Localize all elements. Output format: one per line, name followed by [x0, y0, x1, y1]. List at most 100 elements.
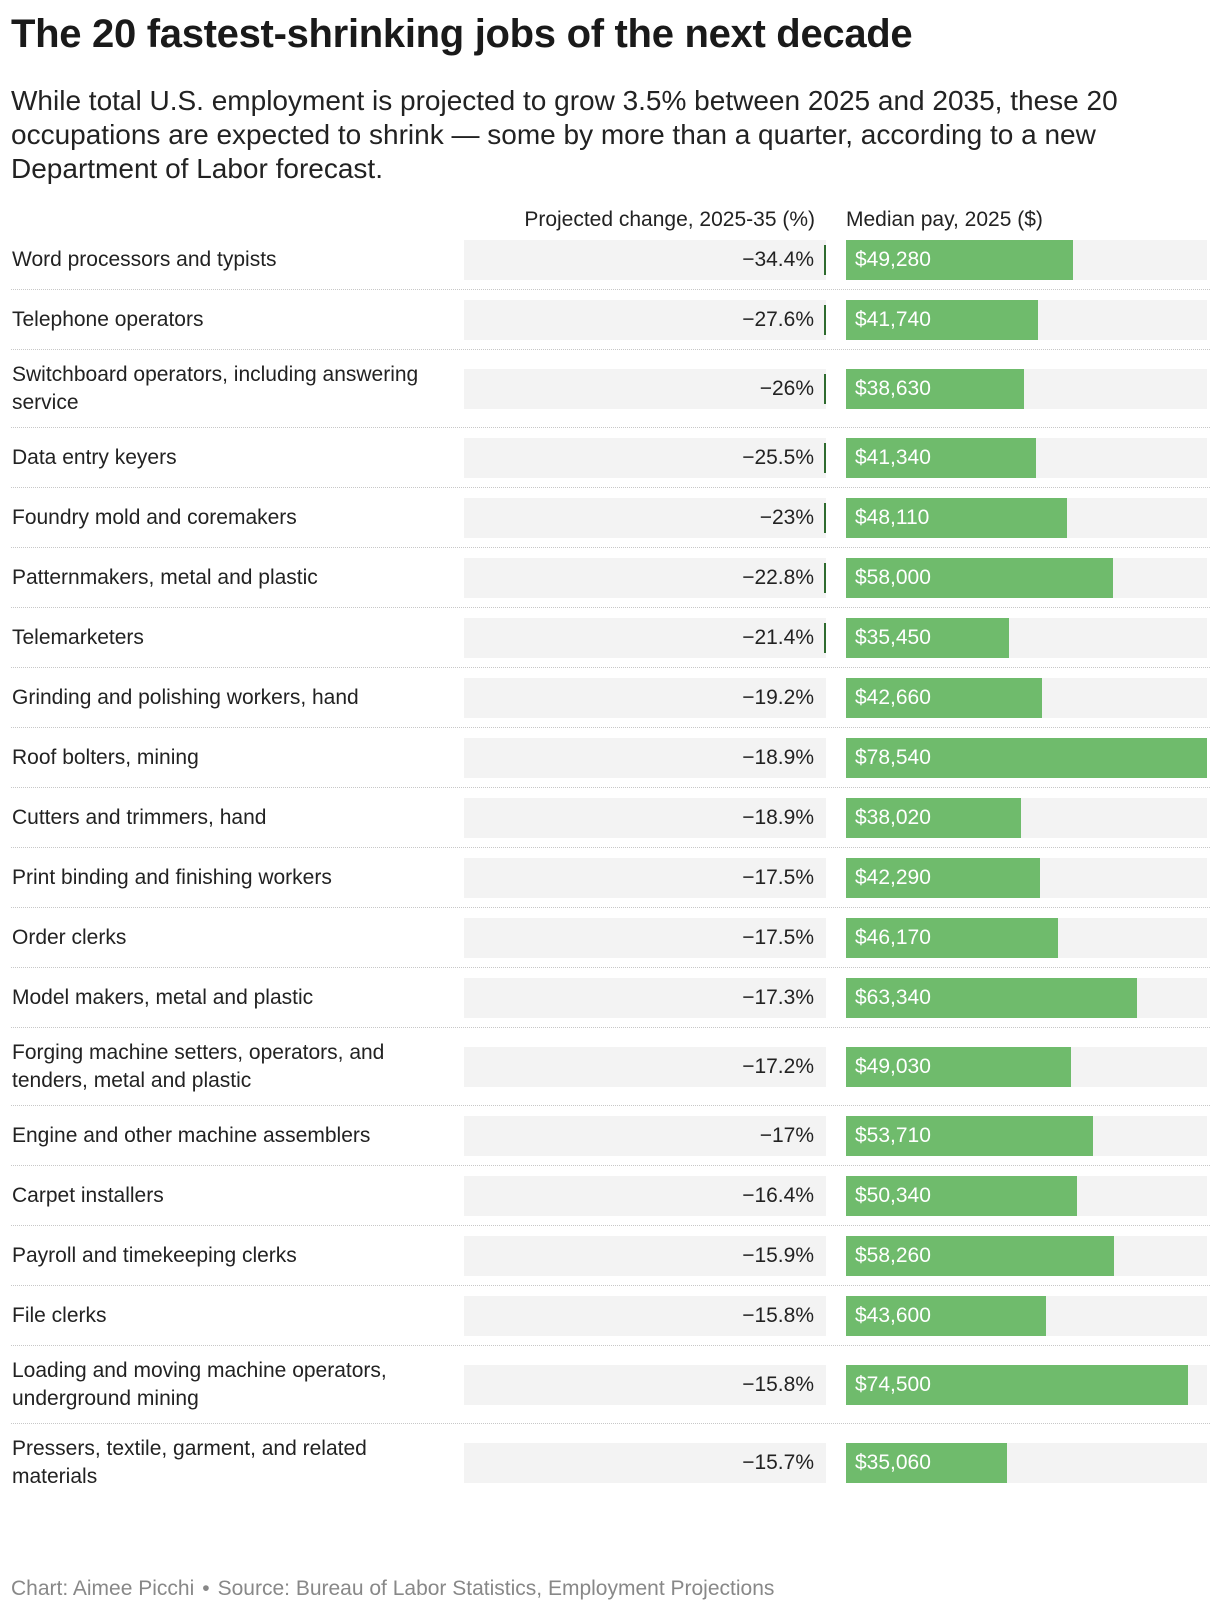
- pay-value: $46,170: [855, 926, 931, 949]
- pay-bar-track: $78,540: [846, 738, 1207, 778]
- pay-bar-track: $35,060: [846, 1443, 1207, 1483]
- occupation-label: Word processors and typists: [12, 248, 277, 271]
- pay-value: $53,710: [855, 1124, 931, 1147]
- table-row: Order clerks −17.5% $46,170: [0, 908, 1220, 968]
- change-cell: −17.5%: [464, 918, 826, 958]
- occupation-label: Foundry mold and coremakers: [12, 506, 297, 529]
- occupation-label: Patternmakers, metal and plastic: [12, 566, 318, 589]
- table-row: Patternmakers, metal and plastic −22.8% $5…: [0, 548, 1220, 608]
- pay-value: $43,600: [855, 1304, 931, 1327]
- row-divider: [11, 487, 1210, 488]
- row-divider: [11, 607, 1210, 608]
- pay-bar-track: $63,340: [846, 978, 1207, 1018]
- pay-bar-track: $58,000: [846, 558, 1207, 598]
- change-value: −26%: [759, 377, 814, 400]
- pay-value: $41,740: [855, 308, 931, 331]
- pay-bar: [846, 798, 1021, 838]
- row-divider: [11, 349, 1210, 350]
- pay-value: $74,500: [855, 1373, 931, 1396]
- table-row: Model makers, metal and plastic −17.3% $63…: [0, 968, 1220, 1028]
- change-tick-mark: [824, 503, 826, 533]
- column-header-change: Projected change, 2025-35 (%): [524, 208, 815, 231]
- table-row: Forging machine setters, operators, and …: [0, 1028, 1220, 1106]
- change-value: −25.5%: [742, 446, 814, 469]
- occupation-label: File clerks: [12, 1304, 107, 1327]
- change-value: −23%: [759, 506, 814, 529]
- occupation-label: Model makers, metal and plastic: [12, 986, 314, 1009]
- pay-bar: [846, 1047, 1071, 1087]
- pay-bar: [846, 1365, 1188, 1405]
- pay-bar: [846, 918, 1058, 958]
- pay-bar-track: $41,740: [846, 300, 1207, 340]
- footer-separator: •: [202, 1577, 210, 1600]
- pay-bar: [846, 738, 1207, 778]
- change-cell: −23%: [464, 498, 826, 538]
- pay-bar-track: $53,710: [846, 1116, 1207, 1156]
- row-divider: [11, 967, 1210, 968]
- change-value: −17.3%: [742, 986, 814, 1009]
- table-row: Engine and other machine assemblers −17% $…: [0, 1106, 1220, 1166]
- table-row: Cutters and trimmers, hand −18.9% $38,020: [0, 788, 1220, 848]
- occupation-label: Telephone operators: [12, 308, 204, 331]
- change-cell: −15.9%: [464, 1236, 826, 1276]
- row-divider: [11, 427, 1210, 428]
- occupation-label: Payroll and timekeeping clerks: [12, 1244, 297, 1267]
- pay-value: $42,290: [855, 866, 931, 889]
- pay-value: $35,450: [855, 626, 931, 649]
- row-divider: [11, 1105, 1210, 1106]
- pay-bar-track: $42,290: [846, 858, 1207, 898]
- pay-bar: [846, 369, 1024, 409]
- pay-bar-track: $50,340: [846, 1176, 1207, 1216]
- change-cell: −19.2%: [464, 678, 826, 718]
- row-divider: [11, 1225, 1210, 1226]
- table-row: Carpet installers −16.4% $50,340: [0, 1166, 1220, 1226]
- table-row: Pressers, textile, garment, and related …: [0, 1424, 1220, 1502]
- change-value: −21.4%: [742, 626, 814, 649]
- pay-value: $58,260: [855, 1244, 931, 1267]
- table-row: Telemarketers −21.4% $35,450: [0, 608, 1220, 668]
- occupation-label: Cutters and trimmers, hand: [12, 806, 267, 829]
- change-value: −18.9%: [742, 806, 814, 829]
- chart-footer: Chart: Aimee Picchi • Source: Bureau of La…: [11, 1577, 774, 1601]
- pay-value: $38,020: [855, 806, 931, 829]
- change-value: −19.2%: [742, 686, 814, 709]
- occupation-label: Forging machine setters, operators, and …: [12, 1041, 385, 1092]
- table-row: Loading and moving machine operators, un…: [0, 1346, 1220, 1424]
- change-value: −16.4%: [742, 1184, 814, 1207]
- pay-value: $41,340: [855, 446, 931, 469]
- pay-bar: [846, 558, 1113, 598]
- pay-bar: [846, 678, 1042, 718]
- change-value: −15.8%: [742, 1373, 814, 1396]
- row-divider: [11, 727, 1210, 728]
- row-divider: [11, 1285, 1210, 1286]
- row-divider: [11, 1345, 1210, 1346]
- pay-bar: [846, 1443, 1007, 1483]
- pay-bar: [846, 1296, 1046, 1336]
- occupation-label: Engine and other machine assemblers: [12, 1124, 371, 1147]
- pay-bar-track: $35,450: [846, 618, 1207, 658]
- change-tick-mark: [824, 623, 826, 653]
- change-tick-mark: [824, 305, 826, 335]
- pay-bar-track: $58,260: [846, 1236, 1207, 1276]
- change-cell: −17.5%: [464, 858, 826, 898]
- row-divider: [11, 907, 1210, 908]
- change-value: −18.9%: [742, 746, 814, 769]
- occupation-label: Order clerks: [12, 926, 127, 949]
- row-divider: [11, 1165, 1210, 1166]
- occupation-label: Roof bolters, mining: [12, 746, 199, 769]
- row-divider: [11, 787, 1210, 788]
- pay-bar-track: $43,600: [846, 1296, 1207, 1336]
- change-tick-mark: [824, 443, 826, 473]
- occupation-label: Switchboard operators, including answeri…: [12, 363, 419, 414]
- pay-value: $50,340: [855, 1184, 931, 1207]
- pay-bar-track: $38,630: [846, 369, 1207, 409]
- pay-bar-track: $41,340: [846, 438, 1207, 478]
- pay-bar-track: $48,110: [846, 498, 1207, 538]
- pay-bar: [846, 1236, 1114, 1276]
- pay-bar-track: $42,660: [846, 678, 1207, 718]
- table-row: Telephone operators −27.6% $41,740: [0, 290, 1220, 350]
- change-value: −17%: [759, 1124, 814, 1147]
- occupation-label: Carpet installers: [12, 1184, 164, 1207]
- change-cell: −34.4%: [464, 240, 826, 280]
- pay-bar: [846, 1116, 1093, 1156]
